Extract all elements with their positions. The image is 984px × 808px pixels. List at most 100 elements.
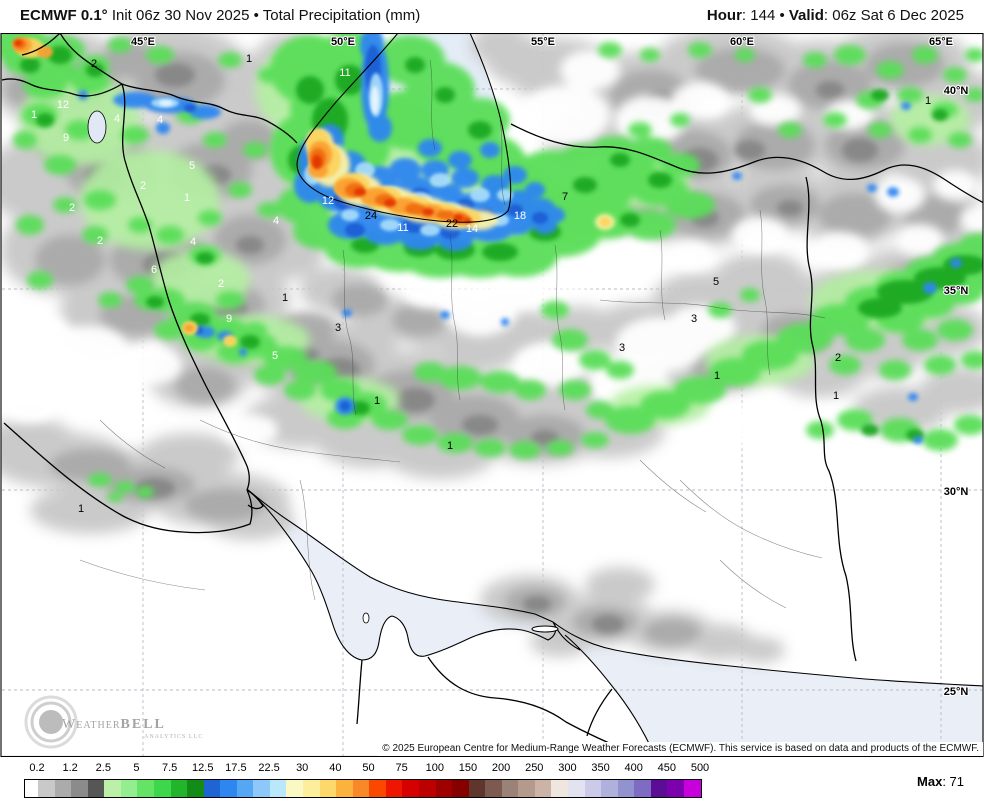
legend-swatch <box>551 780 568 797</box>
legend-swatch <box>634 780 651 797</box>
precip-max-label: 7 <box>562 191 568 203</box>
precip-max-label: 2 <box>140 180 146 192</box>
legend-swatch <box>104 780 121 797</box>
legend-tick-label: 450 <box>657 762 677 774</box>
precip-max-label: 1 <box>833 390 839 402</box>
legend-swatch <box>418 780 436 797</box>
precip-max-label: 4 <box>114 113 120 125</box>
precip-max-label: 9 <box>226 313 232 325</box>
legend-tick-label: 200 <box>491 762 511 774</box>
weatherbell-name: Weather <box>62 717 121 732</box>
legend-swatch <box>402 780 419 797</box>
legend-swatch <box>269 780 287 797</box>
precip-max-label: 1 <box>447 440 453 452</box>
legend-bar <box>24 779 702 798</box>
country-borders <box>1 34 983 756</box>
legend-swatch <box>336 780 353 797</box>
legend-swatch <box>501 780 519 797</box>
precip-max-label: 2 <box>97 235 103 247</box>
max-label: Max <box>917 774 943 789</box>
weatherbell-subtext: ANALYTICS LLC <box>144 734 204 740</box>
precip-max-label: 3 <box>619 342 625 354</box>
legend-swatch <box>236 780 254 797</box>
legend-tick-label: 400 <box>624 762 643 774</box>
precip-max-label: 1 <box>184 192 190 204</box>
precip-max-label: 1 <box>282 292 288 304</box>
legend-swatch <box>54 780 72 797</box>
precip-max-label: 4 <box>273 215 279 227</box>
legend-swatch <box>286 780 303 797</box>
precip-max-label: 1 <box>246 53 252 65</box>
legend-tick-label: 5 <box>133 762 140 774</box>
grid-label: 25°N <box>944 686 969 698</box>
precip-max-label: 1 <box>374 395 380 407</box>
grid-label: 30°N <box>944 486 969 498</box>
precip-max-label: 5 <box>189 160 195 172</box>
precip-max-label: 14 <box>466 223 478 235</box>
legend-tick-label: 0.2 <box>29 762 45 774</box>
page-title: ECMWF 0.1° Init 06z 30 Nov 2025 • Total … <box>20 7 420 24</box>
grid-label: 40°N <box>944 85 969 97</box>
hour-label: Hour <box>706 7 742 24</box>
gulf-of-oman <box>553 622 984 756</box>
legend-swatch <box>25 780 38 797</box>
model-name: ECMWF 0.1° <box>20 7 108 24</box>
legend-tick-label: 350 <box>591 762 610 774</box>
precip-max-label: 4 <box>157 114 163 126</box>
legend-swatch <box>650 780 668 797</box>
legend-swatch <box>452 780 469 797</box>
hurricane-swirl-icon <box>24 695 78 749</box>
precip-max-label: 1 <box>714 370 720 382</box>
precip-max-label: 12 <box>322 195 334 207</box>
persian-gulf-coastline <box>246 488 557 661</box>
legend-swatch <box>319 780 337 797</box>
copyright-text: © 2025 European Centre for Medium-Range … <box>378 742 983 756</box>
legend-swatch <box>667 780 684 797</box>
precip-max-label: 12 <box>57 99 69 111</box>
valid-title: Hour: 144 • Valid: 06z Sat 6 Dec 2025 <box>707 7 964 24</box>
grid-label: 50°E <box>331 36 355 48</box>
legend-swatch <box>220 780 237 797</box>
legend-tick-label: 50 <box>362 762 375 774</box>
legend-swatch <box>253 780 270 797</box>
legend-tick-label: 1.2 <box>62 762 78 774</box>
precip-max-label: 22 <box>446 218 458 230</box>
map-svg: 45°E 50°E 55°E 60°E 65°E40°N35°N30°N25°N 112… <box>0 33 984 757</box>
persian-gulf <box>247 489 556 660</box>
precip-max-label: 6 <box>151 264 157 276</box>
precip-max-label: 1 <box>925 95 931 107</box>
oman-coastline <box>552 621 983 756</box>
legend-tick-label: 2.5 <box>95 762 111 774</box>
legend-swatch <box>203 780 221 797</box>
legend-tick-label: 75 <box>395 762 408 774</box>
bahrain-island <box>362 612 370 624</box>
valid-label: Valid <box>788 7 824 24</box>
precip-max-label: 3 <box>691 313 697 325</box>
precip-max-label: 1 <box>31 109 37 121</box>
legend-swatch <box>170 780 188 797</box>
grid-label: 35°N <box>944 285 969 297</box>
legend-swatch <box>568 780 585 797</box>
coastlines <box>87 34 983 756</box>
legend-swatch <box>518 780 535 797</box>
legend-swatch <box>153 780 171 797</box>
valid-value: : 06z Sat 6 Dec 2025 <box>823 7 964 24</box>
legend-swatch <box>584 780 602 797</box>
legend-swatch <box>369 780 386 797</box>
legend-swatch <box>435 780 453 797</box>
legend-tick-label: 30 <box>296 762 309 774</box>
header: ECMWF 0.1° Init 06z 30 Nov 2025 • Total … <box>0 0 984 33</box>
grid-label: 45°E <box>131 36 155 48</box>
legend-tick-label: 17.5 <box>225 762 247 774</box>
legend-ticks: 0.2 1.2 2.5 5 7.5 12.5 17.5 22.5 30 40 50 75 100 150 2… <box>0 762 984 776</box>
legend-swatch <box>87 780 105 797</box>
map-frame <box>0 33 984 757</box>
hour-value: : 144 • <box>741 7 789 24</box>
grid-label: 65°E <box>929 36 953 48</box>
legend-tick-label: 250 <box>525 762 544 774</box>
legend-swatch <box>485 780 502 797</box>
precip-max-label: 18 <box>514 210 526 222</box>
precip-max-label: 3 <box>335 322 341 334</box>
legend-swatch <box>468 780 486 797</box>
precip-max-label: 11 <box>339 67 350 79</box>
